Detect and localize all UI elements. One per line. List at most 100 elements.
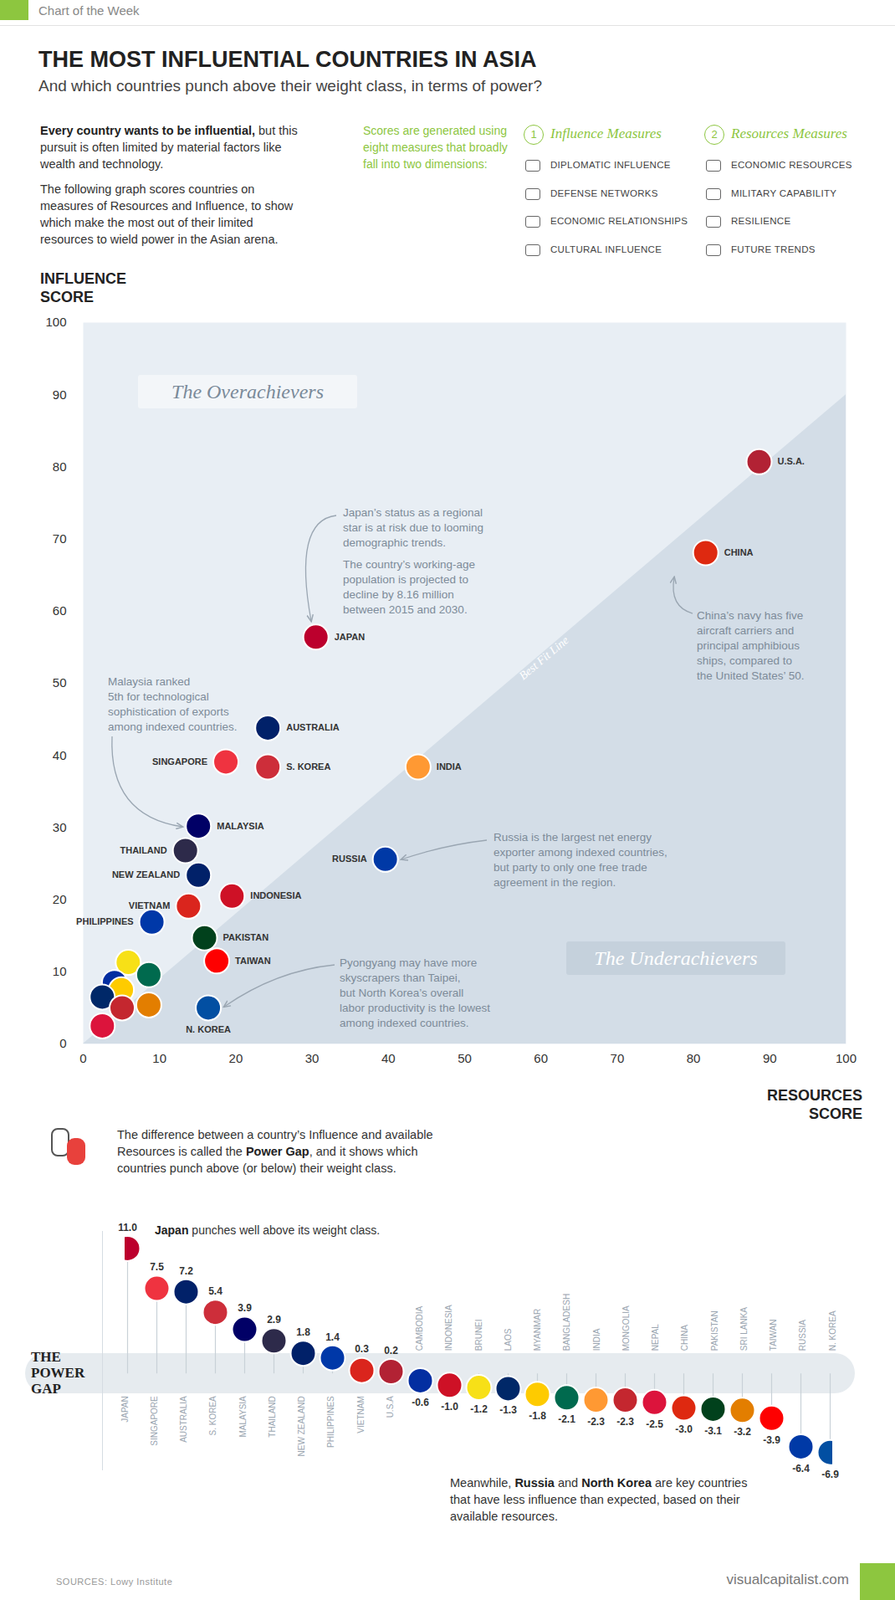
svg-text:-6.4: -6.4 <box>792 1462 810 1474</box>
svg-text:AUSTRALIA: AUSTRALIA <box>179 1395 189 1443</box>
svg-text:U.S.A.: U.S.A. <box>777 455 805 466</box>
svg-text:INDIA: INDIA <box>592 1327 602 1351</box>
svg-text:20: 20 <box>229 1050 244 1065</box>
svg-text:SINGAPORE: SINGAPORE <box>149 1395 159 1446</box>
svg-text:VIETNAM: VIETNAM <box>128 900 171 911</box>
svg-text:PAKISTAN: PAKISTAN <box>223 931 270 942</box>
svg-text:90: 90 <box>52 387 67 402</box>
svg-text:-1.0: -1.0 <box>440 1400 459 1412</box>
svg-text:-3.0: -3.0 <box>675 1422 693 1435</box>
svg-text:1.8: 1.8 <box>296 1325 311 1338</box>
svg-text:NEPAL: NEPAL <box>650 1323 660 1351</box>
svg-text:80: 80 <box>52 459 67 474</box>
svg-text:MALAYSIA: MALAYSIA <box>216 820 264 831</box>
svg-text:80: 80 <box>686 1050 701 1065</box>
svg-text:BRUNEI: BRUNEI <box>474 1318 484 1351</box>
svg-text:CAMBODIA: CAMBODIA <box>414 1305 425 1351</box>
svg-text:0.3: 0.3 <box>354 1342 369 1355</box>
svg-text:10: 10 <box>152 1050 167 1065</box>
svg-text:THAILAND: THAILAND <box>119 844 167 855</box>
svg-text:INDONESIA: INDONESIA <box>250 889 302 901</box>
html-text:Scores are generated using eig: Scores are generated using eight measure… <box>363 123 508 171</box>
svg-text:-2.1: -2.1 <box>557 1412 576 1425</box>
svg-text:PHILIPPINES: PHILIPPINES <box>326 1395 336 1448</box>
svg-text:SINGAPORE: SINGAPORE <box>152 756 208 767</box>
svg-text:90: 90 <box>762 1050 778 1065</box>
svg-text:RUSSIA: RUSSIA <box>332 853 368 864</box>
svg-text:-1.3: -1.3 <box>499 1403 517 1416</box>
svg-text:20: 20 <box>52 891 67 906</box>
html-text:Every country wants to be infl: Every country wants to be influential, b… <box>40 123 298 171</box>
svg-text:S. KOREA: S. KOREA <box>208 1395 218 1436</box>
svg-text:-2.5: -2.5 <box>645 1417 664 1430</box>
svg-text:-2.3: -2.3 <box>587 1415 605 1427</box>
html-text:INFLUENCE SCORE: INFLUENCE SCORE <box>40 270 127 306</box>
svg-text:Best Fit Line: Best Fit Line <box>516 633 572 682</box>
svg-text:70: 70 <box>52 531 67 546</box>
svg-text:40: 40 <box>381 1050 396 1065</box>
svg-text:CHINA: CHINA <box>724 547 754 558</box>
svg-text:3.9: 3.9 <box>237 1301 252 1314</box>
svg-text:INDONESIA: INDONESIA <box>444 1304 454 1351</box>
svg-text:5.4: 5.4 <box>208 1284 223 1297</box>
svg-text:-1.8: -1.8 <box>528 1409 547 1422</box>
svg-text:-1.2: -1.2 <box>470 1402 488 1415</box>
svg-text:100: 100 <box>45 314 67 329</box>
svg-text:VIETNAM: VIETNAM <box>356 1395 366 1432</box>
svg-text:0: 0 <box>79 1050 87 1065</box>
svg-text:0: 0 <box>59 1035 67 1050</box>
html-text:The following graph scores cou: The following graph scores countries on … <box>40 182 294 246</box>
svg-text:-0.6: -0.6 <box>411 1396 430 1408</box>
svg-text:-3.2: -3.2 <box>733 1425 752 1438</box>
svg-text:RUSSIA: RUSSIA <box>797 1319 808 1351</box>
svg-text:MALAYSIA: MALAYSIA <box>238 1395 248 1438</box>
svg-text:PAKISTAN: PAKISTAN <box>710 1309 720 1351</box>
svg-text:2.9: 2.9 <box>266 1313 282 1325</box>
svg-text:U.S.A: U.S.A <box>385 1395 395 1417</box>
svg-text:N. KOREA: N. KOREA <box>828 1309 838 1351</box>
svg-text:60: 60 <box>52 603 67 618</box>
svg-text:LAOS: LAOS <box>503 1327 513 1351</box>
html-text:THE MOST INFLUENTIAL COUNTRIES: THE MOST INFLUENTIAL COUNTRIES IN ASIA <box>38 46 537 72</box>
svg-text:70: 70 <box>610 1050 625 1065</box>
svg-text:60: 60 <box>533 1050 548 1065</box>
svg-text:THAILAND: THAILAND <box>267 1395 277 1437</box>
svg-text:0.2: 0.2 <box>383 1344 399 1356</box>
svg-text:NEW ZEALAND: NEW ZEALAND <box>112 869 180 880</box>
svg-text:JAPAN: JAPAN <box>334 631 366 642</box>
svg-text:SRI LANKA: SRI LANKA <box>739 1306 749 1351</box>
svg-text:30: 30 <box>52 819 67 834</box>
html-text:Meanwhile, Russia and North Ko: Meanwhile, Russia and North Korea are ke… <box>450 1475 748 1523</box>
svg-text:TAIWAN: TAIWAN <box>768 1318 778 1351</box>
svg-text:7.5: 7.5 <box>149 1260 164 1273</box>
svg-text:-3.1: -3.1 <box>704 1424 722 1437</box>
svg-text:N. KOREA: N. KOREA <box>185 1023 231 1034</box>
svg-text:INDIA: INDIA <box>436 761 462 772</box>
svg-text:-3.9: -3.9 <box>762 1433 781 1446</box>
svg-text:7.2: 7.2 <box>179 1264 194 1277</box>
svg-text:11.0: 11.0 <box>117 1221 138 1233</box>
svg-text:MYANMAR: MYANMAR <box>532 1308 543 1351</box>
svg-text:S. KOREA: S. KOREA <box>286 761 331 772</box>
svg-text:NEW ZEALAND: NEW ZEALAND <box>296 1395 307 1456</box>
svg-text:AUSTRALIA: AUSTRALIA <box>286 721 340 732</box>
svg-text:-6.9: -6.9 <box>821 1467 839 1480</box>
svg-text:50: 50 <box>457 1050 472 1065</box>
html-text:THE POWER GAP: THE POWER GAP <box>30 1348 85 1397</box>
svg-text:CHINA: CHINA <box>680 1324 690 1351</box>
svg-text:10: 10 <box>52 963 67 978</box>
svg-text:-2.3: -2.3 <box>616 1415 635 1427</box>
svg-text:PHILIPPINES: PHILIPPINES <box>76 915 133 926</box>
svg-text:40: 40 <box>52 747 67 763</box>
svg-text:50: 50 <box>52 675 67 690</box>
html-text:The Overachievers: The Overachievers <box>171 380 324 403</box>
svg-text:30: 30 <box>305 1050 320 1065</box>
svg-text:TAIWAN: TAIWAN <box>235 955 272 966</box>
svg-text:MONGOLIA: MONGOLIA <box>621 1304 631 1351</box>
svg-text:1.4: 1.4 <box>325 1330 340 1343</box>
html-text:RESOURCES SCORE: RESOURCES SCORE <box>767 1086 863 1122</box>
html-text:The difference between a count: The difference between a country’s Influ… <box>117 1127 433 1175</box>
svg-text:JAPAN: JAPAN <box>120 1395 130 1422</box>
svg-text:100: 100 <box>835 1050 857 1065</box>
svg-text:BANGLADESH: BANGLADESH <box>562 1293 572 1351</box>
